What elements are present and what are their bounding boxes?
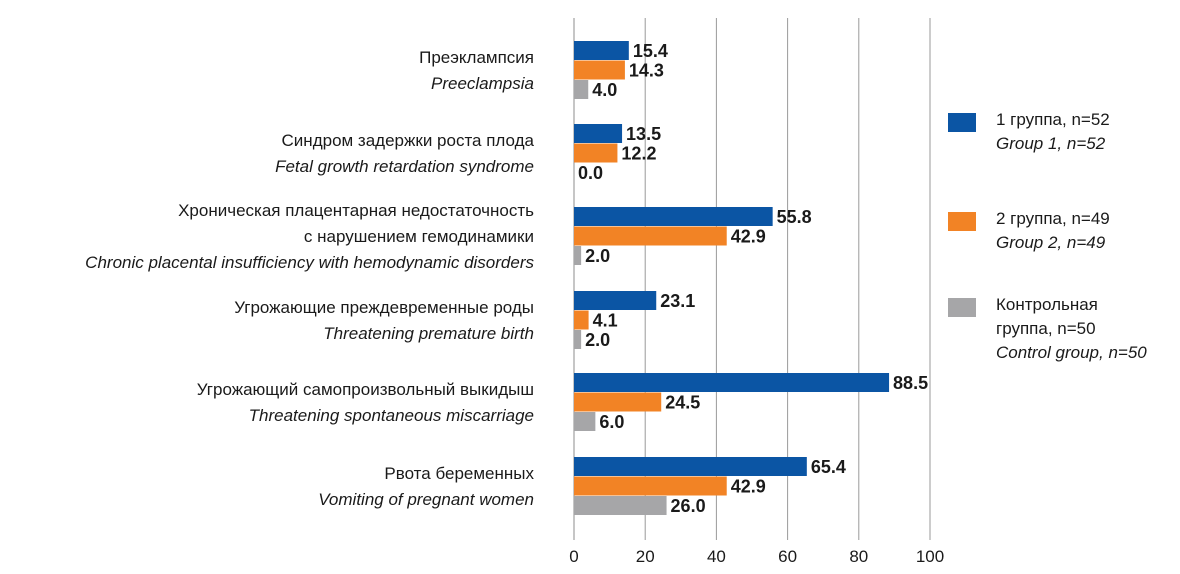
data-label: 4.0: [592, 80, 617, 100]
bar: [574, 457, 807, 476]
data-label: 88.5: [893, 373, 928, 393]
data-label: 2.0: [585, 246, 610, 266]
bar: [574, 330, 582, 349]
category-label: с нарушением гемодинамики: [304, 227, 534, 246]
bar: [574, 291, 657, 310]
bar: [574, 476, 727, 496]
bar: [574, 246, 582, 265]
bar: [574, 41, 629, 60]
category-label: Хроническая плацентарная недостаточность: [178, 201, 534, 220]
gridlines: [573, 18, 931, 540]
data-labels: 15.413.555.823.188.565.414.312.242.94.12…: [578, 41, 928, 516]
data-label: 0.0: [578, 163, 603, 183]
data-label: 23.1: [660, 291, 695, 311]
bar: [574, 496, 667, 515]
category-label: Preeclampsia: [431, 74, 534, 93]
data-label: 14.3: [629, 61, 664, 81]
category-labels: Преэклампсия Preeclampsia Синдром задержки…: [85, 48, 534, 509]
legend-label-ru: Контрольная: [996, 295, 1098, 314]
data-label: 65.4: [811, 457, 846, 477]
category-label: Fetal growth retardation syndrome: [275, 157, 534, 176]
bar: [574, 124, 623, 143]
bar: [574, 310, 589, 330]
x-tick-label: 20: [636, 547, 655, 566]
category-label: Угрожающий самопроизвольный выкидыш: [197, 380, 534, 399]
data-label: 6.0: [599, 412, 624, 432]
bar: [574, 207, 773, 226]
x-tick-label: 40: [707, 547, 726, 566]
x-tick-label: 80: [849, 547, 868, 566]
category-label: Синдром задержки роста плода: [282, 131, 535, 150]
category-label: Угрожающие преждевременные роды: [234, 298, 534, 317]
data-label: 13.5: [626, 124, 661, 144]
x-tick-label: 60: [778, 547, 797, 566]
category-label: Vomiting of pregnant women: [318, 490, 534, 509]
legend-label-en: Control group, n=50: [996, 343, 1147, 362]
legend-label-en: Group 1, n=52: [996, 134, 1106, 153]
x-tick-label: 0: [569, 547, 578, 566]
legend-swatch: [948, 298, 976, 317]
bar: [574, 60, 625, 80]
category-label: Threatening premature birth: [323, 324, 534, 343]
data-label: 26.0: [671, 496, 706, 516]
bars: [574, 41, 890, 515]
category-label: Преэклампсия: [419, 48, 534, 67]
legend-label-ru: группа, n=50: [996, 319, 1096, 338]
data-label: 15.4: [633, 41, 668, 61]
category-label: Threatening spontaneous miscarriage: [249, 406, 534, 425]
data-label: 24.5: [665, 393, 700, 413]
legend-label-ru: 1 группа, n=52: [996, 110, 1110, 129]
legend-label: 1 группа, n=52 Group 1, n=52: [996, 108, 1110, 156]
legend-swatch: [948, 212, 976, 231]
category-label: Рвота беременных: [384, 464, 534, 483]
legend-label-ru: 2 группа, n=49: [996, 209, 1110, 228]
legend-label: 2 группа, n=49 Group 2, n=49: [996, 207, 1110, 255]
bar: [574, 143, 618, 163]
data-label: 4.1: [593, 311, 618, 331]
x-tick-label: 100: [916, 547, 944, 566]
data-label: 2.0: [585, 330, 610, 350]
x-axis-ticks: 0 20 40 60 80 100: [569, 547, 944, 566]
data-label: 42.9: [731, 227, 766, 247]
bar: [574, 412, 596, 431]
legend-label: Контрольная группа, n=50 Control group, n=…: [996, 293, 1147, 365]
legend-swatch: [948, 113, 976, 132]
data-label: 55.8: [777, 207, 812, 227]
bar: [574, 226, 727, 246]
legend-label-en: Group 2, n=49: [996, 233, 1106, 252]
bar: [574, 80, 589, 99]
category-label: Chronic placental insufficiency with hem…: [85, 253, 534, 272]
data-label: 12.2: [621, 144, 656, 164]
data-label: 42.9: [731, 477, 766, 497]
bar: [574, 392, 662, 412]
bar: [574, 373, 890, 392]
